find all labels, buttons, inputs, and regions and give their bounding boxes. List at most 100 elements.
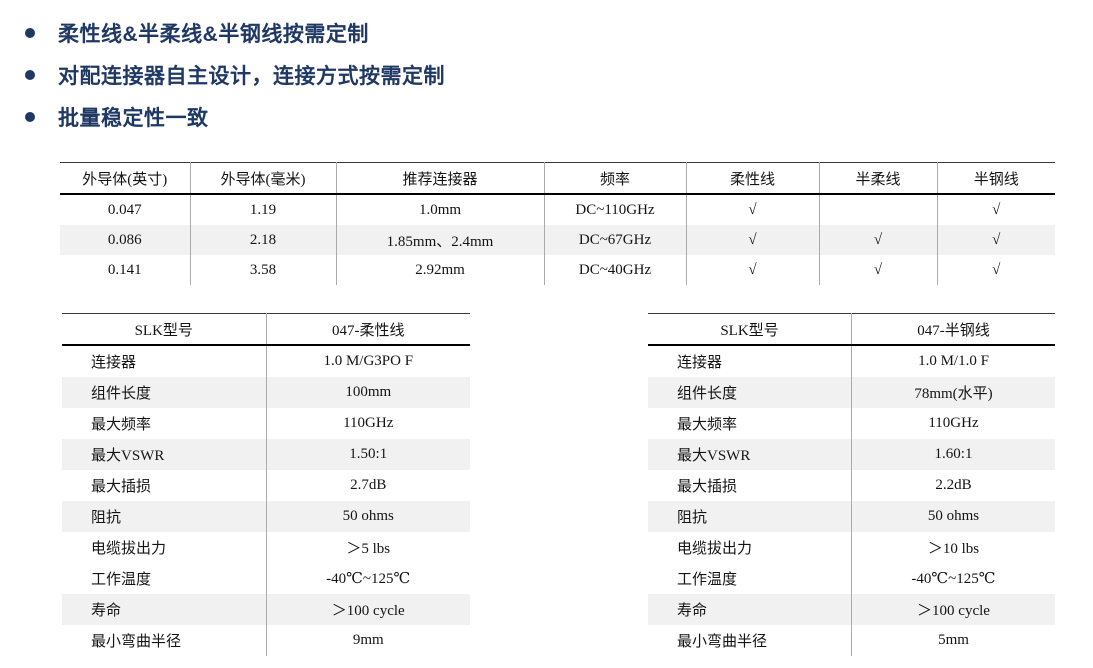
spec-value: 9mm xyxy=(265,625,470,656)
spec-label: 寿命 xyxy=(648,594,852,625)
table-row: 最小弯曲半径 5mm xyxy=(648,625,1055,656)
table-row: 最大频率 110GHz xyxy=(648,408,1055,439)
table-cell: 1.85mm、2.4mm xyxy=(335,225,544,255)
spec-label: 工作温度 xyxy=(91,572,152,588)
table-row: 阻抗 50 ohms xyxy=(62,501,470,532)
spec-label: 组件长度 xyxy=(648,377,852,408)
table-row: 工作温度 -40℃~125℃ xyxy=(62,563,470,594)
spec-value: 78mm(水平) xyxy=(851,377,1055,408)
spec-value: 5mm xyxy=(851,625,1055,656)
table-row: 电缆拔出力 ＞10 lbs xyxy=(648,532,1055,563)
column-header: 外导体(毫米) xyxy=(189,162,336,195)
table-cell: 0.086 xyxy=(60,225,190,255)
spec-label: 寿命 xyxy=(62,594,266,625)
bullet-text: 对配连接器自主设计，连接方式按需定制 xyxy=(58,65,445,88)
spec-value: 50 ohms xyxy=(851,501,1055,532)
column-header: SLK型号 xyxy=(62,313,266,346)
column-header: 047-柔性线 xyxy=(265,313,470,346)
table-header-row: SLK型号 047-柔性线 xyxy=(62,313,470,346)
spec-value: 110GHz xyxy=(851,408,1055,439)
bullet-text: 柔性线&半柔线&半钢线按需定制 xyxy=(58,23,369,46)
spec-value: -40℃~125℃ xyxy=(265,563,470,594)
table-cell: 1.0mm xyxy=(335,194,544,225)
table-row: 最大插损 2.2dB xyxy=(648,470,1055,501)
spec-label: 电缆拔出力 xyxy=(677,541,753,557)
checkmark-cell: √ xyxy=(685,255,819,285)
spec-value: 110GHz xyxy=(265,408,470,439)
checkmark-cell: √ xyxy=(685,194,819,225)
table-row: 连接器 1.0 M/G3PO F xyxy=(62,345,470,377)
spec-label: 连接器 xyxy=(91,355,137,371)
spec-value: 1.50:1 xyxy=(265,439,470,470)
spec-value: 2.2dB xyxy=(851,470,1055,501)
table-row: 0.086 2.18 1.85mm、2.4mm DC~67GHz √ √ √ xyxy=(60,225,1055,255)
column-header: 柔性线 xyxy=(685,162,819,195)
table-row: 0.141 3.58 2.92mm DC~40GHz √ √ √ xyxy=(60,255,1055,285)
spec-label: 最大频率 xyxy=(91,417,152,433)
spec-label: 最大频率 xyxy=(677,417,738,433)
checkmark-cell xyxy=(818,194,937,225)
spec-label: 组件长度 xyxy=(62,377,266,408)
table-row: 电缆拔出力 ＞5 lbs xyxy=(62,532,470,563)
checkmark-cell: √ xyxy=(685,225,819,255)
bullet-item: 批量稳定性一致 xyxy=(25,96,445,138)
column-header: 半钢线 xyxy=(936,162,1055,195)
table-cell: 3.58 xyxy=(189,255,336,285)
spec-value: 1.60:1 xyxy=(851,439,1055,470)
cable-overview-table: 外导体(英寸) 外导体(毫米) 推荐连接器 频率 柔性线 半柔线 半钢线 0.0… xyxy=(60,162,1055,285)
checkmark-cell: √ xyxy=(936,225,1055,255)
table-row: 最大VSWR 1.60:1 xyxy=(648,439,1055,470)
spec-value: ＞5 lbs xyxy=(265,532,470,563)
table-row: 工作温度 -40℃~125℃ xyxy=(648,563,1055,594)
table-cell: 0.047 xyxy=(107,201,142,218)
bullet-text: 批量稳定性一致 xyxy=(58,107,209,130)
feature-bullet-list: 柔性线&半柔线&半钢线按需定制 对配连接器自主设计，连接方式按需定制 批量稳定性… xyxy=(25,12,445,138)
checkmark-cell: √ xyxy=(936,255,1055,285)
column-header: 推荐连接器 xyxy=(335,162,544,195)
bullet-item: 柔性线&半柔线&半钢线按需定制 xyxy=(25,12,445,54)
table-header-row: 外导体(英寸) 外导体(毫米) 推荐连接器 频率 柔性线 半柔线 半钢线 xyxy=(60,162,1055,195)
spec-label: 工作温度 xyxy=(677,572,738,588)
spec-value: ＞100 cycle xyxy=(851,594,1055,625)
table-row: 最小弯曲半径 9mm xyxy=(62,625,470,656)
table-cell: 1.19 xyxy=(189,194,336,225)
table-row: 寿命 ＞100 cycle xyxy=(648,594,1055,625)
table-cell: 0.141 xyxy=(107,261,142,278)
spec-value: 1.0 M/1.0 F xyxy=(851,345,1055,377)
checkmark-cell: √ xyxy=(818,225,937,255)
table-row: 寿命 ＞100 cycle xyxy=(62,594,470,625)
spec-value: 1.0 M/G3PO F xyxy=(265,345,470,377)
bullet-item: 对配连接器自主设计，连接方式按需定制 xyxy=(25,54,445,96)
spec-value: 50 ohms xyxy=(265,501,470,532)
checkmark-cell: √ xyxy=(936,194,1055,225)
table-header-row: SLK型号 047-半钢线 xyxy=(648,313,1055,346)
column-header: 047-半钢线 xyxy=(851,313,1055,346)
spec-value: ＞10 lbs xyxy=(851,532,1055,563)
spec-label: 阻抗 xyxy=(648,501,852,532)
column-header: 半柔线 xyxy=(818,162,937,195)
spec-label: 最大插损 xyxy=(677,479,738,495)
checkmark-cell: √ xyxy=(818,255,937,285)
table-cell: 2.92mm xyxy=(335,255,544,285)
spec-table-semirigid: SLK型号 047-半钢线 连接器 1.0 M/1.0 F 组件长度 78mm(… xyxy=(648,313,1055,656)
spec-value: 100mm xyxy=(265,377,470,408)
table-cell: DC~67GHz xyxy=(543,225,686,255)
spec-label: 最大VSWR xyxy=(62,439,266,470)
table-row: 组件长度 100mm xyxy=(62,377,470,408)
table-cell: DC~40GHz xyxy=(543,255,686,285)
column-header: SLK型号 xyxy=(648,313,852,346)
spec-value: 2.7dB xyxy=(265,470,470,501)
bullet-icon xyxy=(25,112,35,122)
column-header: 外导体(英寸) xyxy=(60,162,190,195)
spec-label: 电缆拔出力 xyxy=(91,541,167,557)
spec-label: 连接器 xyxy=(677,355,723,371)
spec-value: -40℃~125℃ xyxy=(851,563,1055,594)
spec-table-flexible: SLK型号 047-柔性线 连接器 1.0 M/G3PO F 组件长度 100m… xyxy=(62,313,470,656)
table-cell: 2.18 xyxy=(189,225,336,255)
table-row: 最大插损 2.7dB xyxy=(62,470,470,501)
table-cell: DC~110GHz xyxy=(543,194,686,225)
spec-label: 最小弯曲半径 xyxy=(91,634,182,650)
table-row: 0.047 1.19 1.0mm DC~110GHz √ √ xyxy=(60,194,1055,225)
bullet-icon xyxy=(25,70,35,80)
table-row: 连接器 1.0 M/1.0 F xyxy=(648,345,1055,377)
